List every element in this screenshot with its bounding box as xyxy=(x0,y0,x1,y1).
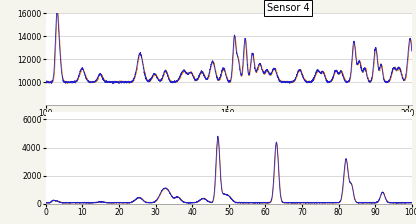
Text: Sensor 4: Sensor 4 xyxy=(267,3,310,13)
